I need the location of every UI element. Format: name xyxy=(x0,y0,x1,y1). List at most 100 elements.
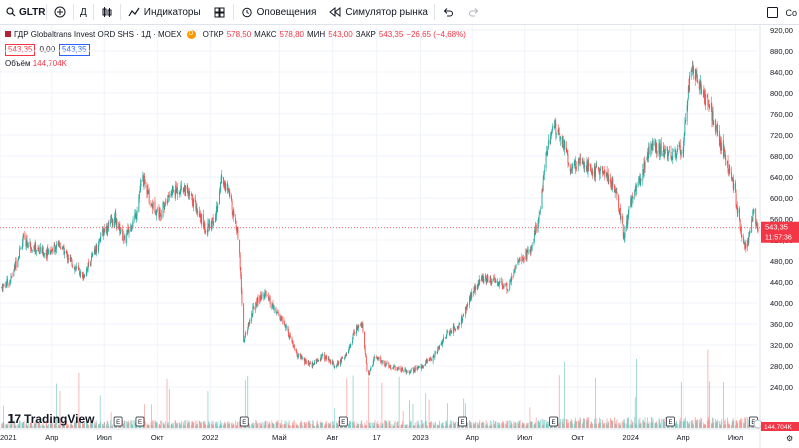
candle-body xyxy=(232,210,234,217)
candle-body xyxy=(452,326,454,334)
sell-button[interactable]: 543,35 xyxy=(5,43,36,56)
candle-body xyxy=(311,362,313,368)
candle-body xyxy=(319,360,321,361)
volume-bar xyxy=(506,424,508,428)
candle-body xyxy=(297,357,299,358)
candle-body xyxy=(622,224,624,237)
candle-body xyxy=(640,179,642,181)
undo-button[interactable] xyxy=(435,0,461,25)
save-menu-label[interactable]: Со xyxy=(785,7,797,18)
candle-body xyxy=(30,248,32,250)
candle-body xyxy=(434,353,436,358)
replay-button[interactable]: Симулятор рынка xyxy=(322,0,434,25)
volume-bar xyxy=(360,421,362,428)
candle-body xyxy=(727,161,728,164)
candle-body xyxy=(695,74,697,79)
candle-body xyxy=(526,250,527,259)
volume-bar xyxy=(39,420,41,428)
volume-bar xyxy=(202,421,204,428)
volume-bar xyxy=(168,389,170,428)
candle-body xyxy=(546,151,548,154)
volume-bar xyxy=(144,404,146,428)
volume-bar xyxy=(482,421,484,428)
volume-bar xyxy=(212,420,214,428)
volume-bar xyxy=(111,424,113,428)
alerts-button[interactable]: Оповещения xyxy=(234,0,323,25)
volume-bar xyxy=(187,422,189,428)
volume-bar xyxy=(5,423,7,428)
candle-body xyxy=(706,94,708,98)
candle-body xyxy=(530,250,531,253)
volume-bar xyxy=(102,423,104,428)
volume-bar xyxy=(164,421,166,428)
candle-body xyxy=(205,230,207,233)
candle-body xyxy=(448,331,450,334)
candle-body xyxy=(55,244,57,250)
volume-bar xyxy=(676,421,678,428)
volume-bar xyxy=(523,423,525,428)
volume-bar xyxy=(74,420,76,428)
volume-bar xyxy=(319,421,321,428)
instrument-title[interactable]: ГДР Globaltrans Invest ORD SHS · 1Д · MO… xyxy=(14,29,182,39)
candle-body xyxy=(640,178,641,186)
candle-body xyxy=(707,98,709,106)
candle-body xyxy=(436,352,438,353)
candle-body xyxy=(144,179,146,184)
candle-body xyxy=(567,153,569,164)
candle-body xyxy=(580,159,582,160)
volume-bar xyxy=(642,419,644,428)
candle-body xyxy=(57,242,59,246)
redo-button[interactable] xyxy=(461,0,487,25)
candle-body xyxy=(323,353,325,360)
volume-bar xyxy=(727,417,728,428)
candle-body xyxy=(339,359,341,365)
candle-body xyxy=(11,275,13,277)
candle-body xyxy=(214,216,216,222)
templates-button[interactable] xyxy=(207,0,233,25)
interval-button[interactable]: Д xyxy=(74,0,93,25)
chart-type-button[interactable] xyxy=(94,0,120,25)
candle-body xyxy=(523,257,525,260)
candle-body xyxy=(667,153,669,161)
layout-square-icon[interactable] xyxy=(765,6,779,20)
volume-bar xyxy=(572,423,573,428)
candle-body xyxy=(460,317,462,325)
buy-button[interactable]: 543,35 xyxy=(59,43,90,56)
candle-body xyxy=(643,163,645,177)
candle-body xyxy=(23,234,25,236)
symbol-search[interactable]: GLTR xyxy=(0,0,46,25)
volume-bar xyxy=(591,421,592,428)
candle-body xyxy=(555,132,557,134)
volume-bar xyxy=(720,421,722,428)
volume-bar xyxy=(184,425,186,428)
candle-body xyxy=(18,256,20,258)
tradingview-logo[interactable]: 𝟭7 TradingView xyxy=(7,412,95,426)
candle-body xyxy=(102,229,103,233)
volume-bar xyxy=(623,422,625,428)
candle-body xyxy=(634,189,636,196)
volume-bar xyxy=(5,424,7,428)
candle-body xyxy=(449,332,451,334)
candle-body xyxy=(42,247,44,256)
candle-body xyxy=(638,177,640,186)
add-symbol-button[interactable] xyxy=(47,0,73,25)
candle-body xyxy=(589,164,591,167)
candle-body xyxy=(464,307,466,315)
volume-bar xyxy=(296,424,298,428)
indicators-button[interactable]: Индикаторы xyxy=(121,0,207,25)
candle-body xyxy=(118,223,120,228)
candle-body xyxy=(437,347,439,353)
candle-body xyxy=(615,191,617,192)
volume-bar xyxy=(565,419,567,428)
candle-body xyxy=(461,317,463,322)
candle-body xyxy=(614,184,616,192)
volume-bar xyxy=(160,420,162,428)
volume-bar xyxy=(438,424,440,428)
candle-body xyxy=(195,205,197,211)
candle-body xyxy=(132,224,133,226)
volume-bar xyxy=(10,420,12,428)
volume-bar xyxy=(150,422,152,428)
candle-body xyxy=(6,279,8,286)
